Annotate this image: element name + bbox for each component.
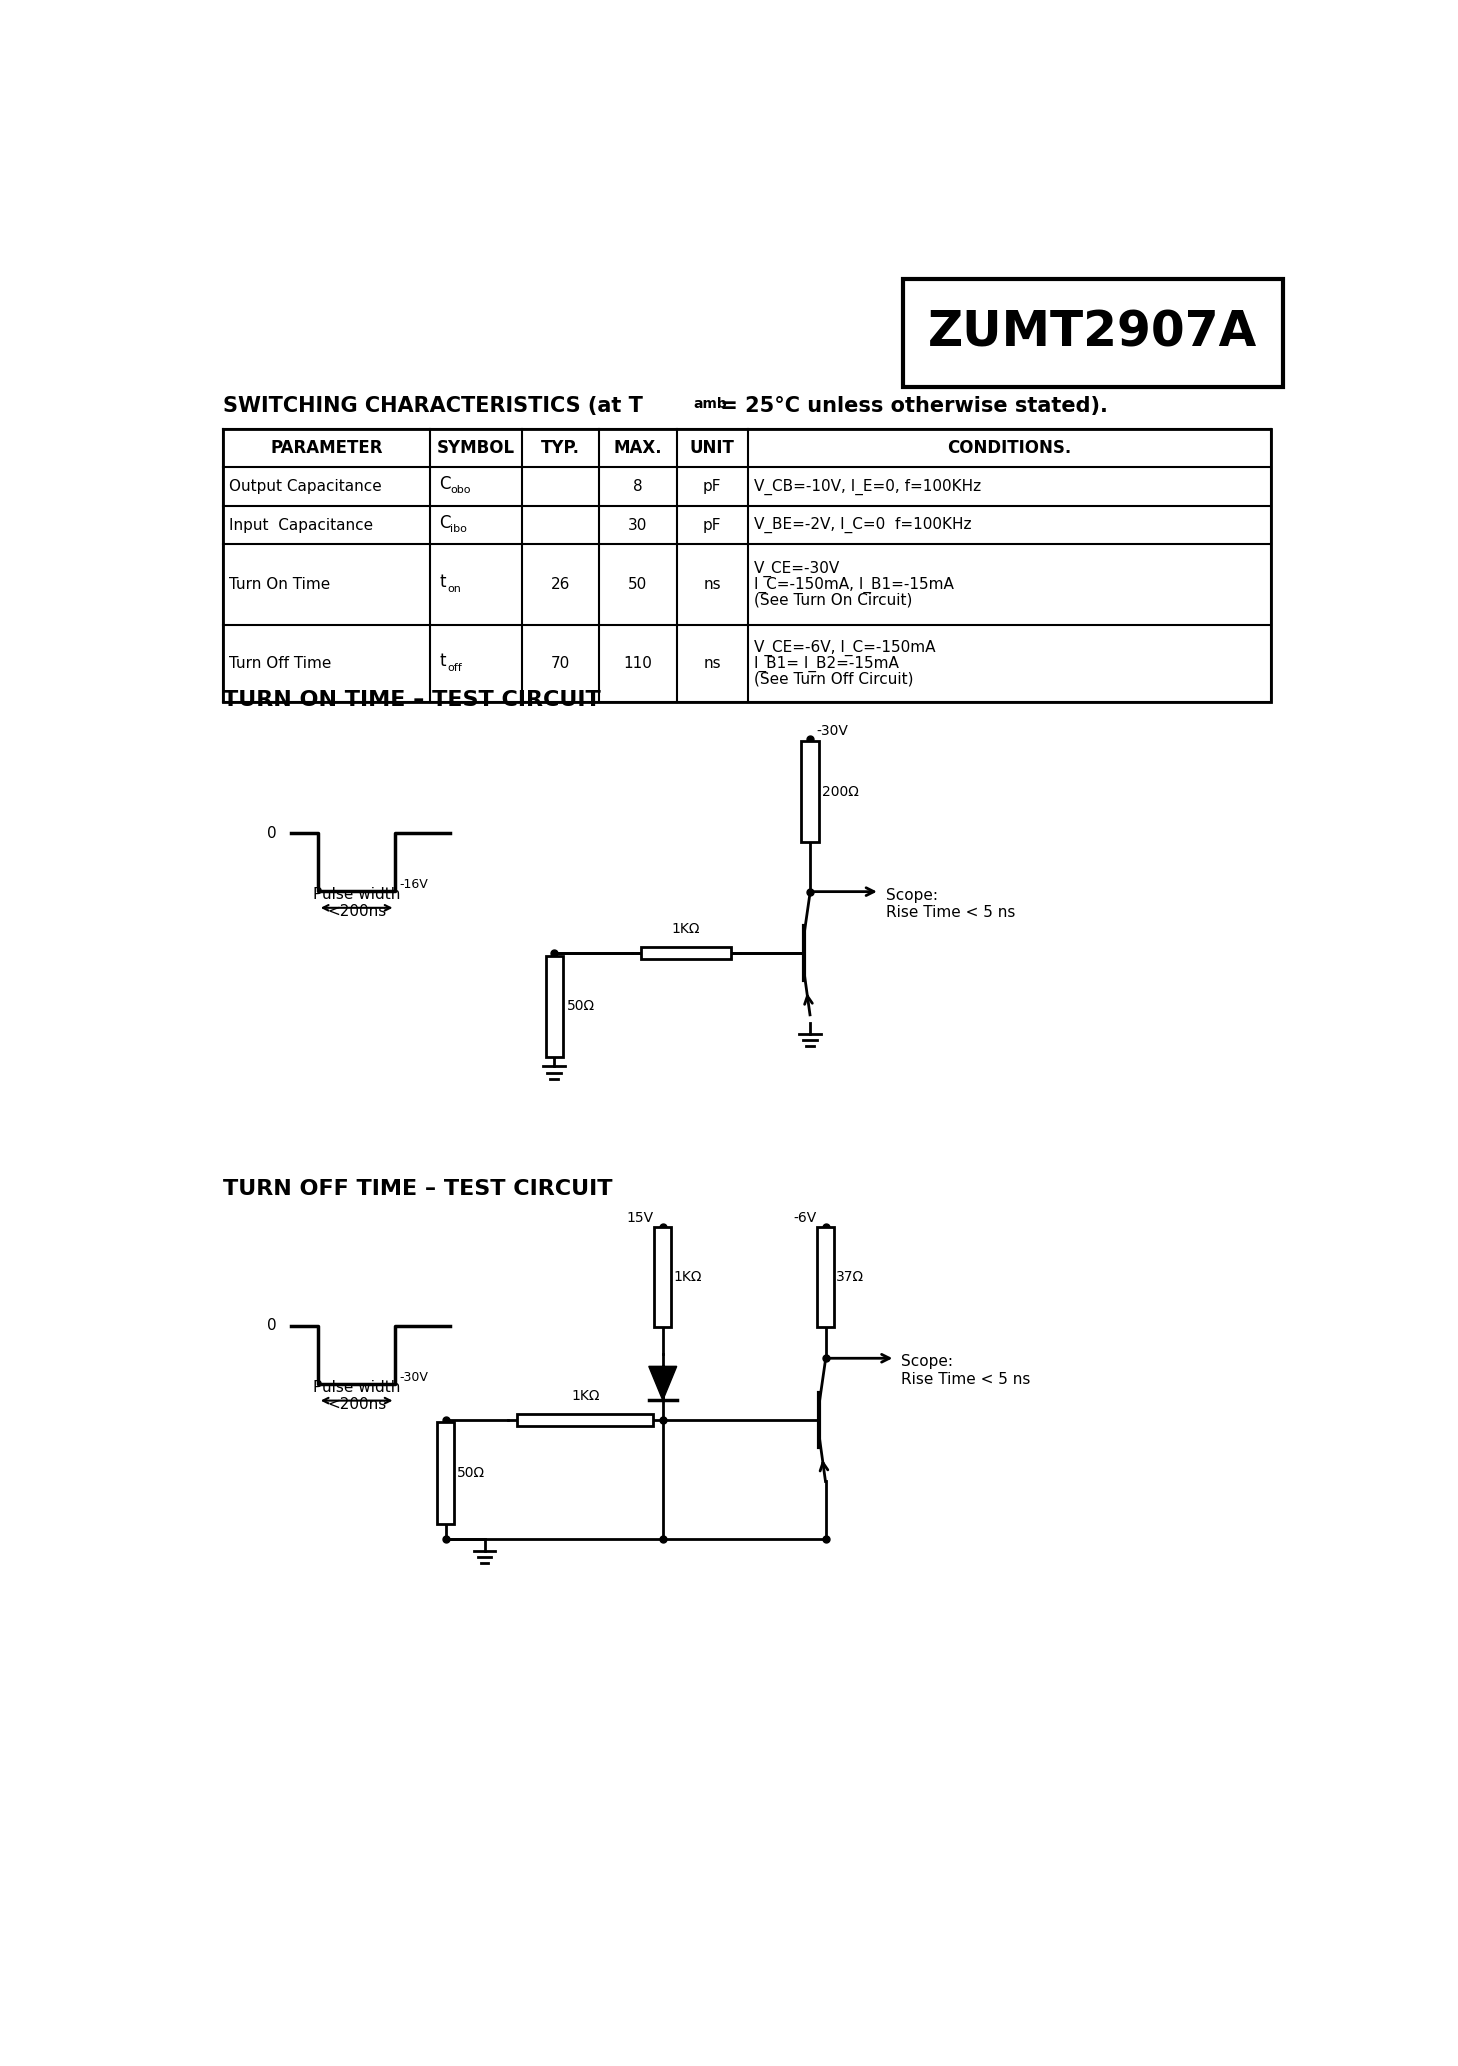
Text: -30V: -30V [816, 723, 849, 738]
Text: Turn On Time: Turn On Time [229, 576, 330, 593]
Text: 0: 0 [267, 826, 277, 841]
Text: I_C=-150mA, I_B1=-15mA: I_C=-150mA, I_B1=-15mA [754, 576, 954, 593]
Bar [437, 1421, 455, 1525]
Text: ibo: ibo [451, 525, 467, 533]
Text: 50Ω: 50Ω [567, 1000, 595, 1012]
Polygon shape [649, 1366, 677, 1401]
Text: Pulse width
<200ns: Pulse width <200ns [313, 886, 401, 919]
Text: 0: 0 [267, 1318, 277, 1333]
Text: 1KΩ: 1KΩ [674, 1271, 703, 1285]
Text: amb: amb [694, 397, 728, 411]
Text: Pulse width
<200ns: Pulse width <200ns [313, 1380, 401, 1413]
Text: TURN ON TIME – TEST CIRCUIT: TURN ON TIME – TEST CIRCUIT [223, 690, 601, 711]
Text: 70: 70 [551, 657, 570, 671]
Text: 50: 50 [628, 576, 647, 593]
Text: 30: 30 [628, 519, 647, 533]
Text: -6V: -6V [793, 1211, 816, 1225]
Text: V_CE=-6V, I_C=-150mA: V_CE=-6V, I_C=-150mA [754, 640, 936, 657]
Text: SYMBOL: SYMBOL [437, 440, 515, 457]
Bar [903, 279, 1283, 386]
Text: C: C [439, 514, 451, 531]
Text: V_CE=-30V: V_CE=-30V [754, 562, 840, 578]
Text: C: C [439, 475, 451, 494]
Text: = 25°C unless otherwise stated).: = 25°C unless otherwise stated). [713, 397, 1108, 415]
Text: TURN OFF TIME – TEST CIRCUIT: TURN OFF TIME – TEST CIRCUIT [223, 1180, 612, 1198]
Text: SWITCHING CHARACTERISTICS (at T: SWITCHING CHARACTERISTICS (at T [223, 397, 643, 415]
Bar [802, 742, 818, 841]
Text: UNIT: UNIT [690, 440, 735, 457]
Text: (See Turn On Circuit): (See Turn On Circuit) [754, 593, 913, 607]
Text: CONDITIONS.: CONDITIONS. [948, 440, 1072, 457]
Text: Scope:
Rise Time < 5 ns: Scope: Rise Time < 5 ns [901, 1355, 1031, 1386]
Bar [655, 1227, 671, 1328]
Bar [642, 946, 730, 959]
Text: I_B1= I_B2=-15mA: I_B1= I_B2=-15mA [754, 655, 900, 671]
Text: t: t [439, 653, 446, 669]
Text: 1KΩ: 1KΩ [572, 1388, 599, 1403]
Text: V_CB=-10V, I_E=0, f=100KHz: V_CB=-10V, I_E=0, f=100KHz [754, 479, 981, 494]
Text: (See Turn Off Circuit): (See Turn Off Circuit) [754, 671, 914, 686]
Text: Scope:
Rise Time < 5 ns: Scope: Rise Time < 5 ns [886, 888, 1015, 919]
Text: 15V: 15V [627, 1211, 653, 1225]
Text: on: on [448, 583, 461, 593]
Text: 50Ω: 50Ω [456, 1467, 484, 1479]
Text: Output Capacitance: Output Capacitance [229, 479, 382, 494]
Text: 1KΩ: 1KΩ [672, 921, 700, 936]
Text: 200Ω: 200Ω [822, 785, 859, 800]
Text: 26: 26 [551, 576, 570, 593]
Text: 8: 8 [633, 479, 643, 494]
Text: TYP.: TYP. [541, 440, 580, 457]
Bar [816, 1227, 834, 1328]
Text: MAX.: MAX. [614, 440, 662, 457]
Text: Turn Off Time: Turn Off Time [229, 657, 331, 671]
Text: obo: obo [451, 486, 471, 496]
Text: V_BE=-2V, I_C=0  f=100KHz: V_BE=-2V, I_C=0 f=100KHz [754, 516, 971, 533]
Text: Input  Capacitance: Input Capacitance [229, 519, 373, 533]
Text: pF: pF [703, 479, 722, 494]
Text: t: t [439, 574, 446, 591]
Text: ZUMT2907A: ZUMT2907A [929, 308, 1257, 357]
Text: -16V: -16V [399, 878, 429, 890]
Text: 110: 110 [624, 657, 652, 671]
Text: 37Ω: 37Ω [837, 1271, 865, 1285]
Text: ns: ns [704, 576, 722, 593]
Text: ns: ns [704, 657, 722, 671]
Text: PARAMETER: PARAMETER [270, 440, 382, 457]
Bar [518, 1413, 653, 1426]
Text: pF: pF [703, 519, 722, 533]
Bar [545, 957, 563, 1058]
Text: -30V: -30V [399, 1370, 429, 1384]
Text: off: off [448, 663, 462, 674]
Bar [223, 430, 1271, 702]
